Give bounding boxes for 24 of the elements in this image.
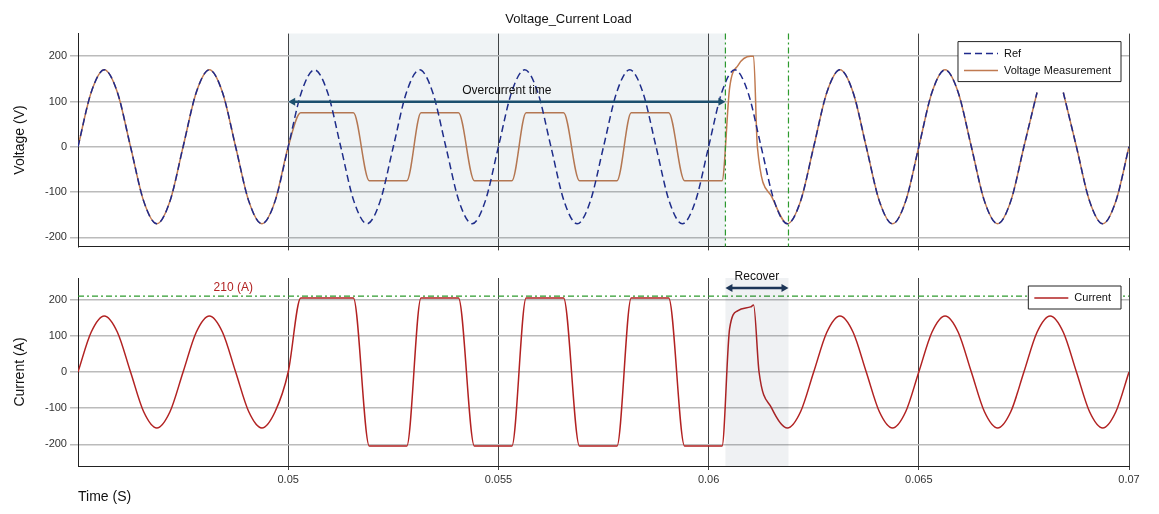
x-tick-label: 0.07: [1118, 472, 1140, 485]
y-tick-label: -100: [44, 185, 67, 198]
y-axis-title: Voltage (V): [11, 105, 28, 175]
y-axis-title: Current (A): [11, 337, 28, 407]
y-tick-label: 0: [60, 365, 67, 378]
y-tick-label: 200: [48, 292, 67, 305]
x-tick-label: 0.065: [905, 472, 933, 485]
legend-label: Current: [1074, 291, 1112, 304]
x-tick-label: 0.06: [697, 472, 720, 485]
x-axis-title: Time (S): [78, 488, 132, 505]
y-tick-label: -200: [44, 437, 67, 450]
y-tick-label: 0: [60, 139, 67, 152]
chart-title: Voltage_Current Load: [505, 11, 632, 27]
legend-label: Ref: [1003, 46, 1023, 59]
y-tick-label: 200: [48, 49, 67, 62]
x-tick-label: 0.05: [277, 472, 299, 485]
y-tick-label: -100: [44, 401, 67, 414]
x-tick-label: 0.055: [484, 472, 513, 485]
legend-label: Voltage Measurement: [1003, 63, 1112, 76]
y-tick-label: -200: [44, 230, 67, 243]
y-tick-label: 100: [48, 328, 67, 341]
y-tick-label: 100: [48, 94, 67, 107]
band-label: Recover: [734, 269, 780, 284]
ref-line-label: 210 (A): [213, 280, 253, 295]
